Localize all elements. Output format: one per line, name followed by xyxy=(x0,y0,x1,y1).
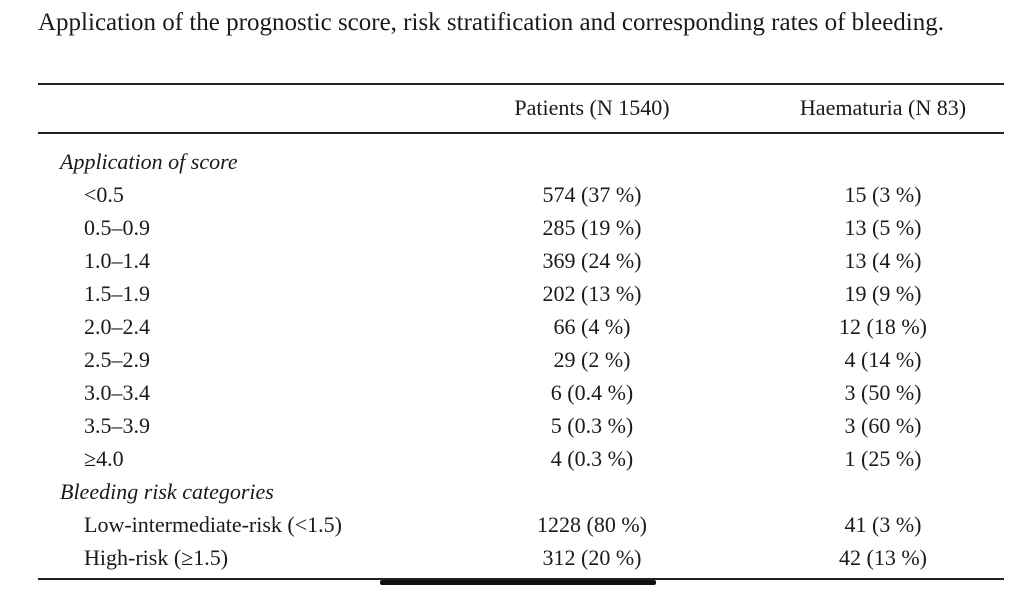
header-rule xyxy=(38,132,1004,134)
table-row: ≥4.0 4 (0.3 %) 1 (25 %) xyxy=(38,442,1004,475)
row-label: High-risk (≥1.5) xyxy=(84,545,229,570)
haematuria-value: 4 (14 %) xyxy=(844,347,922,372)
table-row: 3.5–3.9 5 (0.3 %) 3 (60 %) xyxy=(38,409,1004,442)
haematuria-value: 3 (60 %) xyxy=(844,413,922,438)
patients-value: 6 (0.4 %) xyxy=(550,380,634,405)
haematuria-value: 19 (9 %) xyxy=(844,281,922,306)
table-row: 0.5–0.9 285 (19 %) 13 (5 %) xyxy=(38,211,1004,244)
table-row: 2.0–2.4 66 (4 %) 12 (18 %) xyxy=(38,310,1004,343)
haematuria-value: 12 (18 %) xyxy=(839,314,927,339)
table-row: 1.0–1.4 369 (24 %) 13 (4 %) xyxy=(38,244,1004,277)
patients-value: 66 (4 %) xyxy=(553,314,631,339)
header-patients: Patients (N 1540) xyxy=(514,95,670,120)
patients-value: 5 (0.3 %) xyxy=(550,413,634,438)
header-haematuria: Haematuria (N 83) xyxy=(799,95,967,120)
row-label: 3.5–3.9 xyxy=(84,413,150,438)
table-row: <0.5 574 (37 %) 15 (3 %) xyxy=(38,178,1004,211)
row-label: 1.0–1.4 xyxy=(84,248,150,273)
table-row: Low-intermediate-risk (<1.5) 1228 (80 %)… xyxy=(38,508,1004,541)
row-label: 2.5–2.9 xyxy=(84,347,150,372)
haematuria-value: 15 (3 %) xyxy=(844,182,922,207)
haematuria-value: 13 (4 %) xyxy=(844,248,922,273)
row-label: <0.5 xyxy=(84,182,124,207)
table-caption: Application of the prognostic score, ris… xyxy=(38,9,944,36)
haematuria-value: 3 (50 %) xyxy=(844,380,922,405)
table-row: High-risk (≥1.5) 312 (20 %) 42 (13 %) xyxy=(38,541,1004,574)
table-row: 3.0–3.4 6 (0.4 %) 3 (50 %) xyxy=(38,376,1004,409)
row-label: ≥4.0 xyxy=(84,446,124,471)
section-title-application: Application of score xyxy=(60,149,238,174)
patients-value: 312 (20 %) xyxy=(542,545,642,570)
patients-value: 574 (37 %) xyxy=(542,182,642,207)
haematuria-value: 41 (3 %) xyxy=(844,512,922,537)
top-rule xyxy=(38,83,1004,85)
patients-value: 369 (24 %) xyxy=(542,248,642,273)
row-label: 3.0–3.4 xyxy=(84,380,150,405)
patients-value: 4 (0.3 %) xyxy=(550,446,634,471)
haematuria-value: 13 (5 %) xyxy=(844,215,922,240)
patients-value: 285 (19 %) xyxy=(542,215,642,240)
table-row: 2.5–2.9 29 (2 %) 4 (14 %) xyxy=(38,343,1004,376)
haematuria-value: 42 (13 %) xyxy=(839,545,927,570)
patients-value: 1228 (80 %) xyxy=(537,512,647,537)
row-label: 0.5–0.9 xyxy=(84,215,150,240)
row-label: Low-intermediate-risk (<1.5) xyxy=(84,512,342,537)
table-row: 1.5–1.9 202 (13 %) 19 (9 %) xyxy=(38,277,1004,310)
row-label: 1.5–1.9 xyxy=(84,281,150,306)
horizontal-scrollbar[interactable] xyxy=(380,580,656,585)
section-title-risk-categories: Bleeding risk categories xyxy=(60,479,274,504)
patients-value: 29 (2 %) xyxy=(553,347,631,372)
patients-value: 202 (13 %) xyxy=(542,281,642,306)
bottom-rule xyxy=(38,578,1004,580)
haematuria-value: 1 (25 %) xyxy=(844,446,922,471)
row-label: 2.0–2.4 xyxy=(84,314,150,339)
